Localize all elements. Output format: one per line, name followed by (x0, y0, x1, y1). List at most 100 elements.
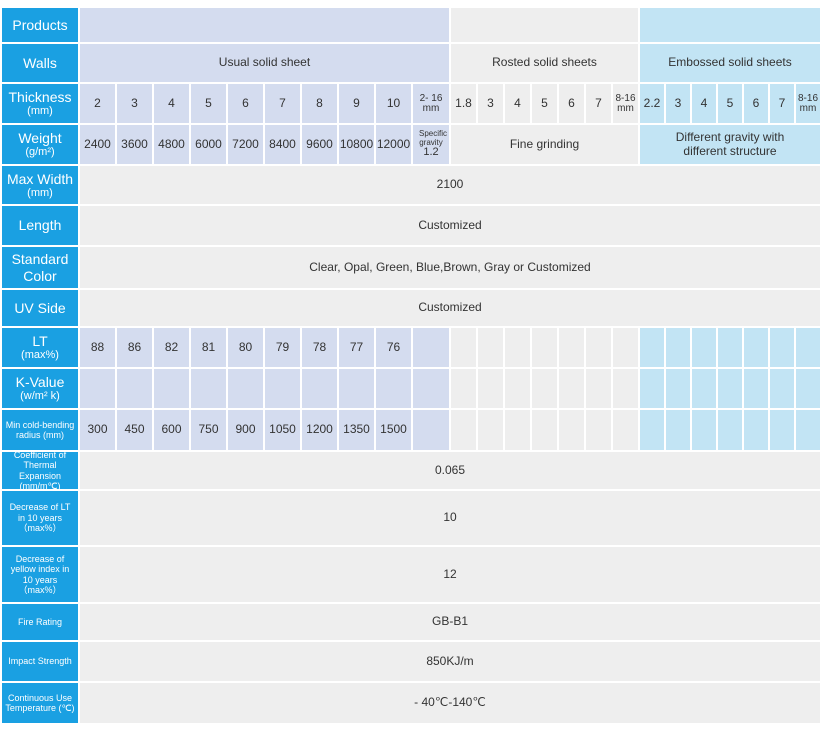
min-bending-cell (505, 410, 530, 450)
label-continuous: Continuous Use Temperature (℃) (2, 683, 78, 723)
min-bending-cell: 600 (154, 410, 189, 450)
thickness-cell: 6 (744, 84, 768, 123)
row-label: LT (32, 333, 48, 350)
k-value-cell (154, 369, 189, 408)
k-value-cell (413, 369, 449, 408)
lt-cell (718, 328, 742, 367)
min-bending-cell (666, 410, 690, 450)
min-bending-cell (796, 410, 820, 450)
products-rosted (451, 8, 638, 42)
k-value-cell (376, 369, 411, 408)
min-bending-cell (413, 410, 449, 450)
walls-rosted: Rosted solid sheets (451, 44, 638, 82)
label-length: Length (2, 206, 78, 245)
min-bending-cell: 900 (228, 410, 263, 450)
min-bending-cell (718, 410, 742, 450)
value-coef: 0.065 (80, 452, 820, 489)
thickness-cell: 8 (302, 84, 337, 123)
weight-cell: 12000 (376, 125, 411, 164)
lt-cell: 81 (191, 328, 226, 367)
lt-cell (744, 328, 768, 367)
min-bending-cell (478, 410, 503, 450)
min-bending-cell (613, 410, 638, 450)
k-value-cell (265, 369, 300, 408)
label-thickness: Thickness (mm) (2, 84, 78, 123)
thickness-cell: 5 (191, 84, 226, 123)
thickness-cell: 6 (559, 84, 584, 123)
min-bending-cell: 750 (191, 410, 226, 450)
weight-cell: 2400 (80, 125, 115, 164)
lt-cell: 88 (80, 328, 115, 367)
row-label: Standard Color (11, 251, 69, 284)
weight-cell: 8400 (265, 125, 300, 164)
thickness-cell: 8-16 mm (796, 84, 820, 123)
min-bending-cell: 450 (117, 410, 152, 450)
thickness-cell: 10 (376, 84, 411, 123)
spec-table: Products Walls Usual solid sheet Rosted sol… (2, 8, 820, 723)
k-value-cell (613, 369, 638, 408)
value-max-width: 2100 (80, 166, 820, 204)
thickness-cell: 4 (505, 84, 530, 123)
label-weight: Weight (g/m²) (2, 125, 78, 164)
min-bending-cell: 1050 (265, 410, 300, 450)
weight-cell: 4800 (154, 125, 189, 164)
thickness-cell: 7 (265, 84, 300, 123)
label-products: Products (2, 8, 78, 42)
lt-cell (532, 328, 557, 367)
label-coef: Coefficient of Thermal Expansion (mm/m℃) (2, 449, 78, 491)
lt-cell: 79 (265, 328, 300, 367)
row-label: Products (12, 16, 68, 33)
thickness-cell: 6 (228, 84, 263, 123)
weight-cell: 6000 (191, 125, 226, 164)
k-value-cell (559, 369, 584, 408)
k-value-cell (505, 369, 530, 408)
lt-cell: 86 (117, 328, 152, 367)
lt-cell (796, 328, 820, 367)
min-bending-cell (532, 410, 557, 450)
k-value-cell (666, 369, 690, 408)
lt-cell (505, 328, 530, 367)
value-standard-color: Clear, Opal, Green, Blue,Brown, Gray or … (80, 247, 820, 288)
row-label: Min cold-bending radius (mm) (5, 419, 75, 440)
min-bending-cell (692, 410, 716, 450)
thickness-cell: 7 (770, 84, 794, 123)
lt-cell (586, 328, 611, 367)
lt-cell (613, 328, 638, 367)
label-impact: Impact Strength (2, 642, 78, 681)
value-uv-side: Customized (80, 290, 820, 326)
walls-usual: Usual solid sheet (80, 44, 449, 82)
row-label: Impact Strength (8, 656, 72, 667)
value-decrease-yellow: 12 (80, 547, 820, 602)
k-value-cell (718, 369, 742, 408)
label-uv-side: UV Side (2, 290, 78, 326)
weight-rosted: Fine grinding (451, 125, 638, 164)
min-bending-cell (451, 410, 476, 450)
thickness-cell: 3 (478, 84, 503, 123)
row-unit: (g/m²) (25, 146, 55, 159)
min-bending-cell (559, 410, 584, 450)
lt-cell (666, 328, 690, 367)
lt-cell: 82 (154, 328, 189, 367)
k-value-cell (228, 369, 263, 408)
row-label: Coefficient of Thermal Expansion (mm/m℃) (13, 449, 67, 491)
thickness-cell: 5 (718, 84, 742, 123)
value-fire: GB-B1 (80, 604, 820, 640)
label-walls: Walls (2, 44, 78, 82)
row-unit: (mm) (27, 186, 53, 199)
row-label: Continuous Use Temperature (℃) (5, 692, 75, 713)
thickness-cell: 4 (154, 84, 189, 123)
thickness-cell: 7 (586, 84, 611, 123)
row-label: Weight (18, 130, 62, 147)
k-value-cell (451, 369, 476, 408)
weight-cell: 7200 (228, 125, 263, 164)
lt-cell (640, 328, 664, 367)
thickness-cell: 5 (532, 84, 557, 123)
lt-cell (692, 328, 716, 367)
k-value-cell (532, 369, 557, 408)
weight-cell: 9600 (302, 125, 337, 164)
row-label: Fire Rating (17, 616, 62, 627)
label-k-value: K-Value (w/m² k) (2, 369, 78, 408)
thickness-cell: 8-16 mm (613, 84, 638, 123)
min-bending-cell (640, 410, 664, 450)
value-length: Customized (80, 206, 820, 245)
